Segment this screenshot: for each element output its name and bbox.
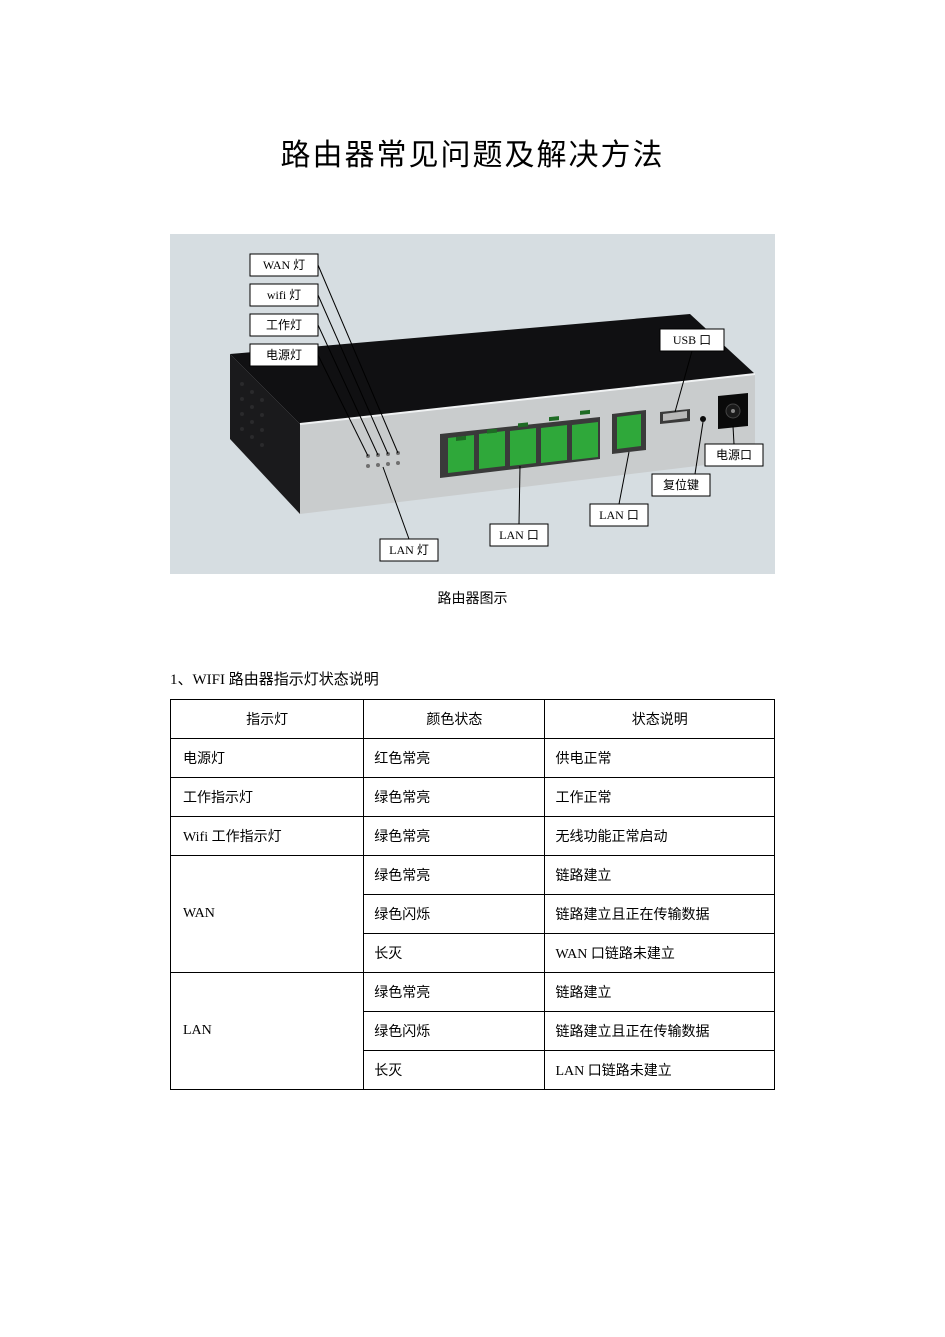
cell-desc: 链路建立 <box>545 973 775 1012</box>
svg-text:复位键: 复位键 <box>663 477 699 492</box>
cell-indicator: 电源灯 <box>171 739 364 778</box>
status-table: 指示灯 颜色状态 状态说明 电源灯红色常亮供电正常工作指示灯绿色常亮工作正常Wi… <box>170 699 775 1090</box>
table-header-row: 指示灯 颜色状态 状态说明 <box>171 700 775 739</box>
cell-desc: 无线功能正常启动 <box>545 817 775 856</box>
cell-colorstate: 绿色常亮 <box>364 778 545 817</box>
page-title: 路由器常见问题及解决方法 <box>170 130 775 174</box>
svg-text:USB 口: USB 口 <box>673 333 711 347</box>
col-colorstate: 颜色状态 <box>364 700 545 739</box>
svg-text:WAN 灯: WAN 灯 <box>263 258 305 272</box>
cell-desc: 链路建立 <box>545 856 775 895</box>
reset-hole <box>700 416 706 422</box>
svg-text:LAN 口: LAN 口 <box>499 528 539 542</box>
cell-colorstate: 绿色常亮 <box>364 973 545 1012</box>
cell-colorstate: 长灭 <box>364 1051 545 1090</box>
cell-colorstate: 绿色闪烁 <box>364 1012 545 1051</box>
svg-text:LAN 灯: LAN 灯 <box>389 543 429 557</box>
cell-desc: WAN 口链路未建立 <box>545 934 775 973</box>
wan-port <box>612 410 646 454</box>
table-row: Wifi 工作指示灯绿色常亮无线功能正常启动 <box>171 817 775 856</box>
cell-colorstate: 绿色常亮 <box>364 856 545 895</box>
table-row: WAN绿色常亮链路建立 <box>171 856 775 895</box>
router-diagram: WAN 灯 wifi 灯 工作灯 电源灯 USB 口 <box>170 234 775 574</box>
cell-desc: 工作正常 <box>545 778 775 817</box>
cell-indicator: WAN <box>171 856 364 973</box>
cell-colorstate: 绿色闪烁 <box>364 895 545 934</box>
cell-desc: LAN 口链路未建立 <box>545 1051 775 1090</box>
col-desc: 状态说明 <box>545 700 775 739</box>
cell-colorstate: 红色常亮 <box>364 739 545 778</box>
table-row: LAN绿色常亮链路建立 <box>171 973 775 1012</box>
table-row: 工作指示灯绿色常亮工作正常 <box>171 778 775 817</box>
svg-text:电源口: 电源口 <box>716 448 752 462</box>
svg-text:电源灯: 电源灯 <box>266 348 302 362</box>
svg-text:LAN 口: LAN 口 <box>599 508 639 522</box>
cell-colorstate: 长灭 <box>364 934 545 973</box>
cell-indicator: LAN <box>171 973 364 1090</box>
diagram-caption: 路由器图示 <box>170 588 775 608</box>
cell-colorstate: 绿色常亮 <box>364 817 545 856</box>
cell-desc: 链路建立且正在传输数据 <box>545 1012 775 1051</box>
section1-heading: 1、WIFI 路由器指示灯状态说明 <box>170 668 775 689</box>
svg-text:wifi 灯: wifi 灯 <box>267 288 301 302</box>
cell-indicator: Wifi 工作指示灯 <box>171 817 364 856</box>
cell-desc: 供电正常 <box>545 739 775 778</box>
table-row: 电源灯红色常亮供电正常 <box>171 739 775 778</box>
cell-indicator: 工作指示灯 <box>171 778 364 817</box>
power-jack <box>718 393 748 429</box>
col-indicator: 指示灯 <box>171 700 364 739</box>
svg-text:工作灯: 工作灯 <box>266 318 302 332</box>
cell-desc: 链路建立且正在传输数据 <box>545 895 775 934</box>
